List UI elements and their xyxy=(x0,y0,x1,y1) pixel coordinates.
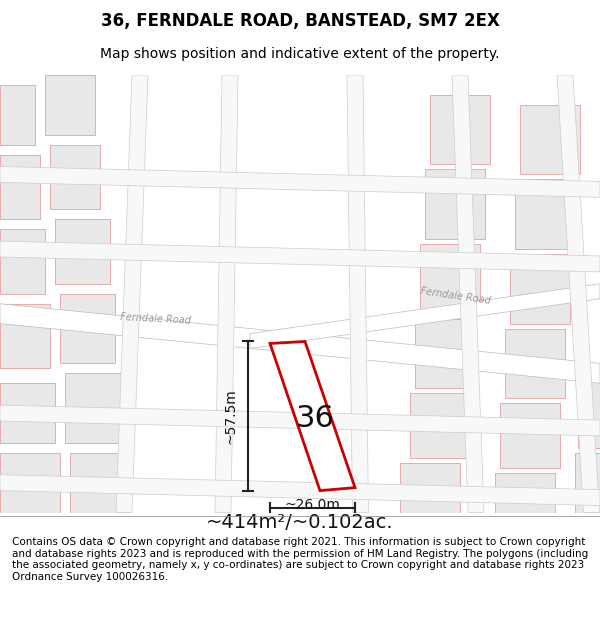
Polygon shape xyxy=(430,95,490,164)
Polygon shape xyxy=(215,75,238,512)
Polygon shape xyxy=(557,75,599,512)
Polygon shape xyxy=(515,179,575,249)
Polygon shape xyxy=(425,169,485,239)
Text: 36, FERNDALE ROAD, BANSTEAD, SM7 2EX: 36, FERNDALE ROAD, BANSTEAD, SM7 2EX xyxy=(101,12,499,30)
Polygon shape xyxy=(578,373,600,448)
Polygon shape xyxy=(0,453,60,512)
Polygon shape xyxy=(50,144,100,209)
Polygon shape xyxy=(415,319,475,388)
Polygon shape xyxy=(270,341,355,491)
Text: Contains OS data © Crown copyright and database right 2021. This information is : Contains OS data © Crown copyright and d… xyxy=(12,538,588,582)
Polygon shape xyxy=(0,304,600,383)
Polygon shape xyxy=(0,475,600,506)
Polygon shape xyxy=(0,383,55,443)
Polygon shape xyxy=(0,304,50,368)
Text: ~414m²/~0.102ac.: ~414m²/~0.102ac. xyxy=(206,512,394,531)
Polygon shape xyxy=(250,284,600,349)
Polygon shape xyxy=(520,105,580,174)
Polygon shape xyxy=(65,373,125,443)
Polygon shape xyxy=(495,472,555,512)
Polygon shape xyxy=(510,254,570,324)
Text: ~57.5m: ~57.5m xyxy=(224,388,238,444)
Polygon shape xyxy=(347,75,368,512)
Polygon shape xyxy=(410,393,470,458)
Text: ~26.0m: ~26.0m xyxy=(284,498,340,512)
Polygon shape xyxy=(0,154,40,219)
Polygon shape xyxy=(0,405,600,436)
Polygon shape xyxy=(0,241,600,272)
Polygon shape xyxy=(452,75,484,512)
Polygon shape xyxy=(70,453,130,512)
Text: Map shows position and indicative extent of the property.: Map shows position and indicative extent… xyxy=(100,47,500,61)
Polygon shape xyxy=(0,166,600,198)
Text: Ferndale Road: Ferndale Road xyxy=(120,312,191,326)
Polygon shape xyxy=(45,75,95,134)
Text: Ferndale Road: Ferndale Road xyxy=(420,286,491,306)
Polygon shape xyxy=(116,75,148,512)
Text: 36: 36 xyxy=(296,404,334,432)
Polygon shape xyxy=(400,462,460,512)
Polygon shape xyxy=(60,294,115,363)
Polygon shape xyxy=(55,219,110,284)
Polygon shape xyxy=(0,229,45,294)
Polygon shape xyxy=(505,329,565,398)
Polygon shape xyxy=(420,244,480,314)
Polygon shape xyxy=(575,453,600,512)
Polygon shape xyxy=(500,403,560,468)
Polygon shape xyxy=(0,85,35,144)
